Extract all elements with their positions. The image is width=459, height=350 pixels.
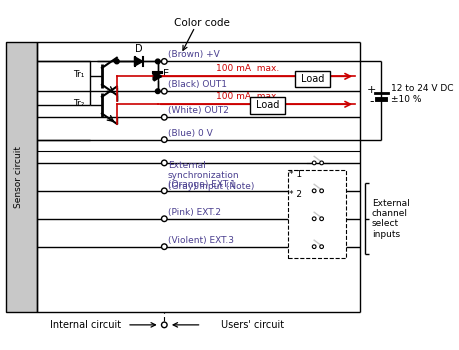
Circle shape	[155, 59, 160, 64]
Text: (Violent) EXT.3: (Violent) EXT.3	[168, 236, 234, 245]
Circle shape	[161, 244, 167, 250]
Text: Load: Load	[300, 74, 323, 84]
Text: * 2: * 2	[288, 190, 302, 199]
Circle shape	[319, 161, 323, 165]
Text: Sensor circuit: Sensor circuit	[14, 146, 22, 208]
Text: * 1: * 1	[288, 169, 302, 178]
Circle shape	[319, 217, 323, 220]
Circle shape	[319, 189, 323, 193]
Circle shape	[312, 217, 315, 220]
Text: E: E	[163, 69, 169, 78]
Text: Color code: Color code	[173, 18, 229, 28]
Circle shape	[161, 59, 167, 64]
Text: 100 mA  max.: 100 mA max.	[215, 64, 278, 72]
Text: Tr₁: Tr₁	[73, 70, 84, 79]
Circle shape	[319, 245, 323, 248]
Text: External
channel
select
inputs: External channel select inputs	[371, 199, 409, 239]
Text: (Black) OUT1: (Black) OUT1	[168, 80, 227, 89]
Circle shape	[161, 137, 167, 142]
FancyBboxPatch shape	[294, 71, 329, 88]
Text: D: D	[135, 44, 143, 54]
Circle shape	[161, 216, 167, 222]
Circle shape	[312, 245, 315, 248]
Circle shape	[161, 89, 167, 94]
Text: (Orange) EXT.1: (Orange) EXT.1	[168, 180, 235, 189]
Text: External
synchronization
(Gray) input (Note): External synchronization (Gray) input (N…	[168, 161, 254, 191]
Polygon shape	[153, 72, 162, 80]
Circle shape	[161, 160, 167, 166]
Text: Load: Load	[255, 100, 279, 110]
Text: (Brown) +V: (Brown) +V	[168, 50, 219, 59]
Text: Internal circuit: Internal circuit	[50, 320, 120, 330]
Circle shape	[312, 189, 315, 193]
Circle shape	[155, 89, 160, 93]
Circle shape	[161, 322, 167, 328]
Polygon shape	[154, 72, 161, 81]
Circle shape	[114, 59, 119, 64]
Text: 100 mA  max.: 100 mA max.	[215, 92, 278, 100]
Text: (Pink) EXT.2: (Pink) EXT.2	[168, 208, 220, 217]
Bar	[287, 170, 345, 258]
Text: (Blue) 0 V: (Blue) 0 V	[168, 129, 213, 138]
Text: 12 to 24 V DC
±10 %: 12 to 24 V DC ±10 %	[390, 84, 452, 104]
Circle shape	[312, 161, 315, 165]
Circle shape	[161, 114, 167, 120]
FancyBboxPatch shape	[6, 42, 37, 312]
Text: (White) OUT2: (White) OUT2	[168, 106, 229, 116]
Text: Users' circuit: Users' circuit	[221, 320, 284, 330]
Text: -: -	[369, 95, 373, 108]
Text: Tr₂: Tr₂	[73, 99, 84, 108]
Polygon shape	[134, 57, 143, 66]
Circle shape	[161, 188, 167, 194]
FancyBboxPatch shape	[249, 97, 285, 113]
Text: +: +	[366, 85, 376, 95]
